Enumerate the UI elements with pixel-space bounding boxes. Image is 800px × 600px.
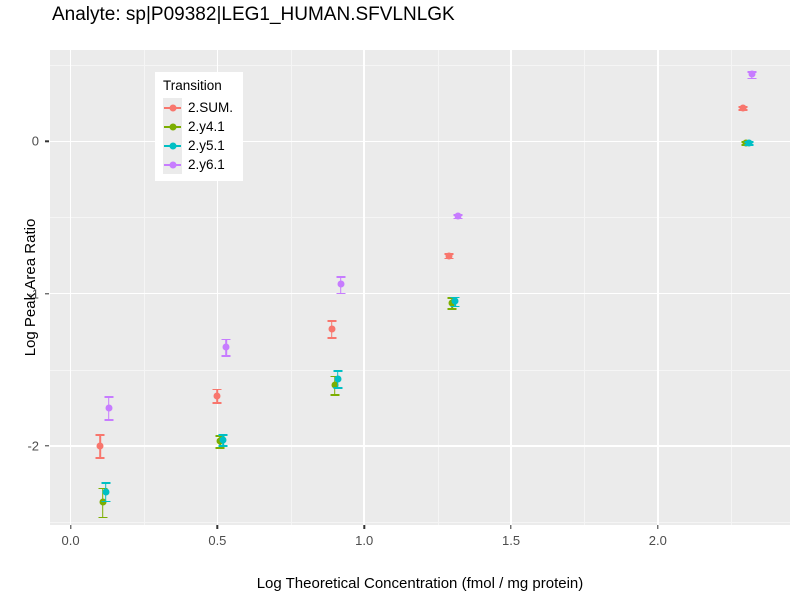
y-axis-title: Log Peak Area Ratio: [22, 218, 39, 357]
gridline-major-vertical: [363, 50, 365, 525]
error-bar-cap-upper: [95, 434, 105, 436]
error-bar-cap-lower: [104, 419, 114, 421]
data-point: [445, 252, 453, 260]
page-title: Analyte: sp|P09382|LEG1_HUMAN.SFVLNLGK: [52, 4, 455, 25]
data-point: [739, 104, 747, 112]
legend-key-dot: [169, 161, 176, 168]
data-point: [222, 343, 230, 351]
legend: Transition 2.SUM. 2.y4.1 2.y5.1 2.y6.1: [155, 72, 244, 181]
error-bar-cap-lower: [747, 77, 757, 80]
gridline-minor-vertical: [437, 50, 439, 525]
error-bar-cap-lower: [221, 355, 231, 357]
error-bar-cap-lower: [95, 457, 105, 459]
gridline-minor-vertical: [731, 50, 733, 525]
x-axis-tick-label: 1.5: [501, 533, 521, 548]
data-point: [213, 392, 221, 400]
data-point: [328, 325, 336, 333]
gridline-minor-horizontal: [50, 369, 790, 371]
x-axis-tick-mark: [363, 525, 365, 529]
legend-key-swatch: [163, 136, 182, 155]
error-bar-cap-upper: [327, 320, 337, 322]
gridline-minor-vertical: [584, 50, 586, 525]
legend-item-label: 2.y6.1: [188, 157, 225, 172]
legend-item-label: 2.SUM.: [188, 100, 234, 115]
gridline-major-vertical: [510, 50, 512, 525]
error-bar-cap-upper: [336, 276, 346, 278]
legend-item[interactable]: 2.SUM.: [163, 98, 233, 117]
error-bar-cap-lower: [212, 402, 222, 405]
legend-key-dot: [169, 142, 176, 149]
data-point: [102, 488, 110, 495]
error-bar-cap-upper: [104, 396, 114, 398]
data-point: [745, 139, 753, 147]
x-axis-ticks: 0.0 0.5 1.0 1.5 2.0: [0, 525, 800, 565]
x-axis-tick-label: 1.0: [355, 533, 374, 548]
error-bar-cap-upper: [218, 434, 228, 436]
legend-key-swatch: [163, 155, 182, 174]
y-axis-tick-label: 0: [31, 133, 39, 149]
x-axis-tick-mark: [69, 525, 72, 529]
x-axis-tick-mark: [510, 525, 512, 529]
gridline-major-horizontal: [50, 292, 790, 295]
data-point: [334, 375, 342, 383]
gridline-major-horizontal: [50, 140, 790, 143]
y-axis-tick-label: -2: [27, 438, 39, 454]
legend-title: Transition: [163, 78, 222, 93]
legend-item-label: 2.y4.1: [188, 119, 225, 134]
x-axis-tick-mark: [657, 525, 659, 529]
error-bar-cap-upper: [101, 482, 111, 484]
y-axis-tick-label: -1: [27, 286, 39, 302]
data-point: [331, 381, 339, 389]
gridline-minor-horizontal: [50, 65, 790, 67]
y-axis-tick-mark: [45, 445, 49, 447]
gridline-minor-horizontal: [50, 217, 790, 219]
legend-item[interactable]: 2.y5.1: [163, 136, 233, 155]
error-bar-cap-upper: [221, 338, 231, 341]
error-bar-cap-upper: [212, 388, 222, 391]
x-axis-title: Log Theoretical Concentration (fmol / mg…: [256, 575, 584, 592]
data-point: [454, 212, 462, 220]
data-point: [337, 280, 345, 288]
data-point: [451, 297, 459, 305]
x-axis-tick-mark: [216, 525, 219, 529]
y-axis-tick-mark: [45, 292, 49, 295]
legend-item[interactable]: 2.y4.1: [163, 117, 233, 136]
y-axis-tick-mark: [45, 140, 49, 143]
gridline-major-horizontal: [50, 445, 790, 447]
error-bar-cap-lower: [447, 308, 457, 310]
legend-key-dot: [169, 123, 176, 130]
error-bar-cap-lower: [98, 516, 108, 519]
error-bar-cap-lower: [101, 500, 111, 503]
legend-items: 2.SUM. 2.y4.1 2.y5.1 2.y6.1: [163, 98, 233, 174]
gridline-minor-vertical: [290, 50, 292, 525]
data-point: [96, 442, 104, 450]
data-point: [105, 404, 113, 412]
legend-key-swatch: [163, 117, 182, 136]
gridline-minor-horizontal: [50, 521, 790, 523]
error-bar-cap-lower: [327, 336, 337, 339]
x-axis-tick-label: 0.5: [208, 533, 227, 548]
x-axis-tick-label: 2.0: [648, 533, 667, 548]
error-bar-cap-lower: [336, 292, 346, 295]
legend-key-swatch: [163, 98, 182, 117]
error-bar-cap-lower: [215, 447, 225, 449]
error-bar-cap-upper: [450, 296, 460, 299]
error-bar-cap-lower: [218, 445, 228, 447]
error-bar-cap-lower: [333, 387, 343, 389]
y-axis-ticks: 0 -1 -2: [0, 0, 50, 600]
gridline-minor-vertical: [143, 50, 145, 525]
error-bar-cap-lower: [330, 394, 340, 396]
legend-key-dot: [169, 104, 176, 111]
x-axis-tick-label: 0.0: [61, 533, 80, 548]
data-point: [748, 70, 756, 78]
gridline-major-vertical: [216, 50, 219, 525]
legend-item[interactable]: 2.y6.1: [163, 155, 233, 174]
error-bar-cap-lower: [450, 305, 460, 308]
error-bar-cap-upper: [333, 370, 343, 373]
gridline-major-vertical: [657, 50, 659, 525]
data-point: [219, 436, 227, 444]
gridline-major-vertical: [69, 50, 72, 525]
legend-item-label: 2.y5.1: [188, 138, 225, 153]
